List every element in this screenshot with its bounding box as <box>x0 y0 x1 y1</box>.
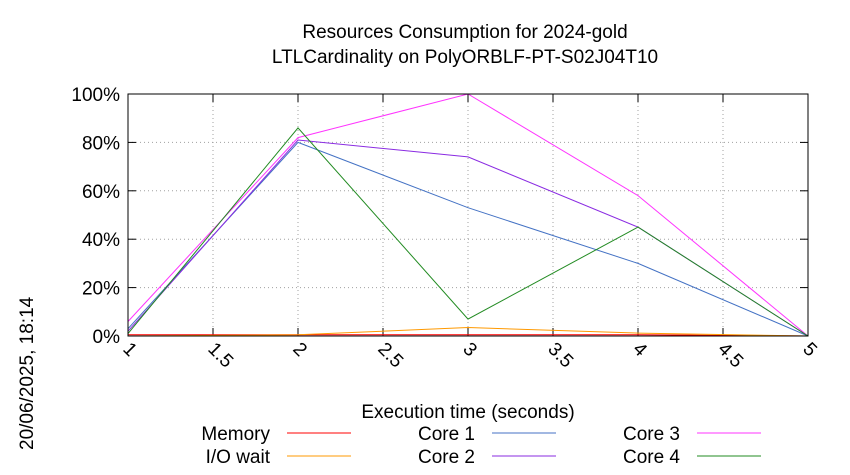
grid <box>127 93 809 337</box>
chart-title: Resources Consumption for 2024-gold <box>302 22 627 43</box>
x-tick-label: 2.5 <box>373 339 407 373</box>
x-tick-label: 4 <box>628 339 651 362</box>
x-tick-label: 5 <box>798 339 820 361</box>
y-tick-label: 40% <box>82 230 120 251</box>
y-tick-label: 80% <box>82 133 120 154</box>
timestamp: 20/06/2025, 18:14 <box>17 296 38 450</box>
x-axis-label: Execution time (seconds) <box>361 402 574 423</box>
x-tick-label: 1.5 <box>203 339 237 373</box>
series-line-i-o-wait <box>127 326 809 337</box>
y-tick-label: 20% <box>82 279 120 300</box>
x-tick-label: 3.5 <box>543 339 577 373</box>
legend-label: I/O wait <box>206 447 271 468</box>
x-tick-labels: 1 1.5 2 2.5 3 3.5 4 4.5 5 <box>118 339 820 373</box>
series-line-core-1 <box>127 141 809 337</box>
series-lines <box>127 93 809 337</box>
x-tick-label: 1 <box>118 339 140 361</box>
y-tick-label: 60% <box>82 182 120 203</box>
legend-label: Core 1 <box>418 424 475 445</box>
y-tick-label: 0% <box>93 327 121 348</box>
legend-label: Core 3 <box>623 424 680 445</box>
plot-frame <box>127 93 809 337</box>
chart-subtitle: LTLCardinality on PolyORBLF-PT-S02J04T10 <box>272 47 658 68</box>
x-tick-label: 4.5 <box>713 339 747 373</box>
y-tick-labels: 0% 20% 40% 60% 80% 100% <box>71 85 120 348</box>
x-tick-label: 2 <box>288 339 310 361</box>
legend-label: Memory <box>201 424 270 445</box>
legend-label: Core 2 <box>418 447 475 468</box>
legend-label: Core 4 <box>623 447 680 468</box>
series-line-core-4 <box>127 127 809 337</box>
y-tick-label: 100% <box>71 85 120 106</box>
x-tick-label: 3 <box>458 339 480 361</box>
